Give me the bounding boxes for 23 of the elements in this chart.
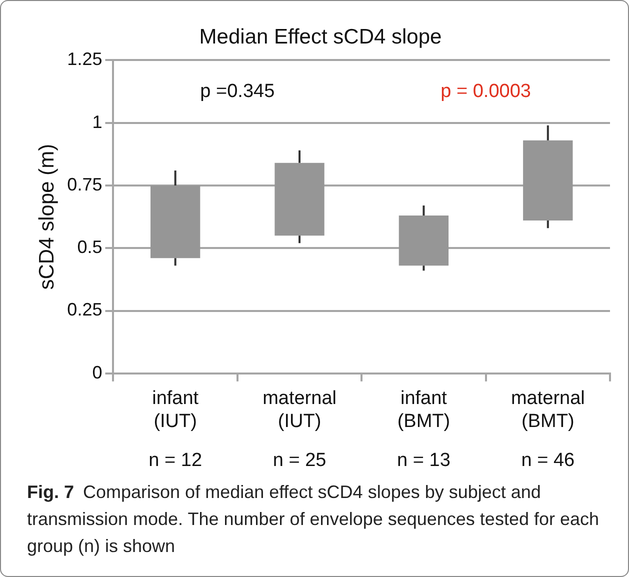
candlestick	[150, 169, 200, 267]
y-axis-title: sCD4 slope (m)	[35, 144, 58, 290]
chart-title: Median Effect sCD4 slope	[199, 25, 442, 48]
caption: Fig. 7 Comparison of median effect sCD4 slopes by subject and transmission mode. The number of envelope sequences tested for each group (n) is shown	[27, 481, 600, 558]
annotation: p =0.345	[200, 80, 275, 102]
y-tick-label: 1.25	[67, 49, 102, 70]
y-tick-label: 0.25	[67, 300, 102, 320]
text: n = 46	[521, 450, 575, 472]
y-tick-label: 1	[92, 112, 102, 132]
x-tick-label: maternal (BMT)	[510, 388, 585, 432]
annotation: p = 0.0003	[440, 80, 531, 102]
text: n = 13	[397, 450, 450, 472]
x-tick-label: maternal (IUT)	[262, 388, 336, 432]
text: n = 12	[148, 450, 202, 472]
text: n = 25	[272, 450, 326, 472]
x-tick-label: infant (BMT)	[397, 388, 450, 432]
candlestick	[274, 149, 324, 244]
candlestick	[398, 204, 449, 272]
y-tick-label: 0.5	[77, 237, 102, 258]
x-tick-label: infant (IUT)	[152, 388, 200, 432]
y-tick-label: 0.75	[67, 174, 102, 194]
y-tick-label: 0	[92, 362, 102, 382]
candlestick	[523, 124, 573, 230]
